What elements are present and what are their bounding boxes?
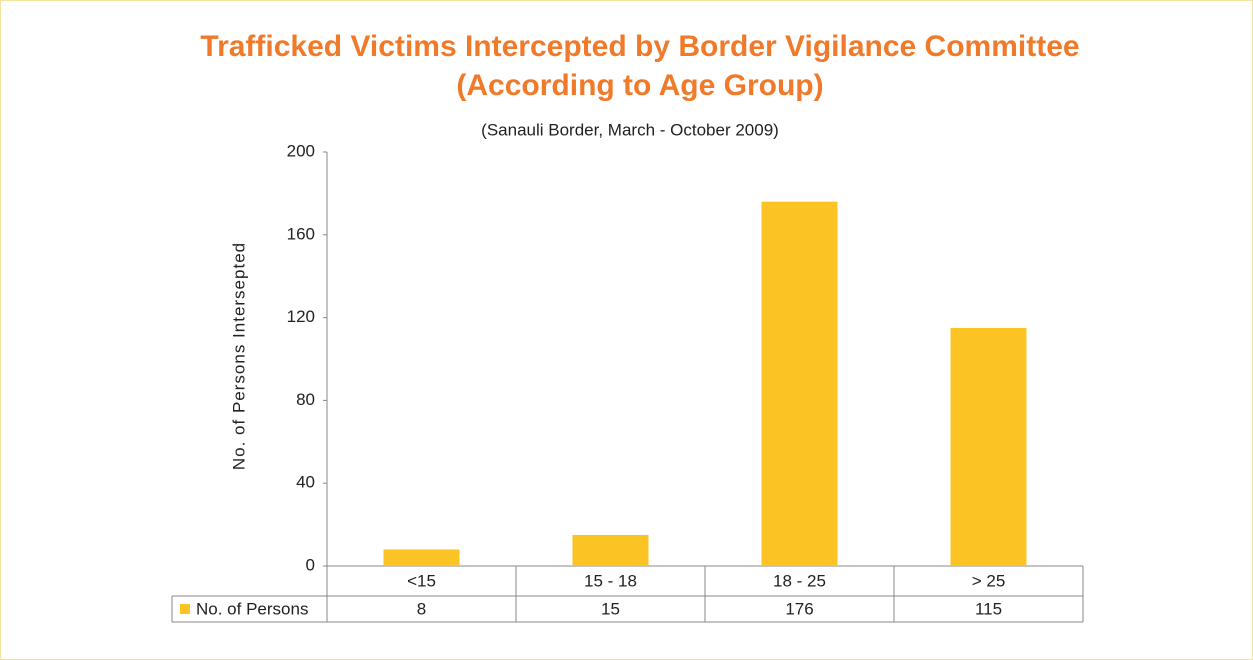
y-tick-label: 200 <box>287 141 315 160</box>
y-axis-label: No. of Persons Intersepted <box>229 242 248 470</box>
bar <box>572 534 649 566</box>
bar <box>383 549 460 566</box>
bar <box>950 327 1027 566</box>
legend-swatch <box>180 604 190 614</box>
chart-title: Trafficked Victims Intercepted by Border… <box>200 30 1079 63</box>
chart-subtitle: (Sanauli Border, March - October 2009) <box>481 120 779 139</box>
y-tick-label: 40 <box>296 473 315 492</box>
y-tick-label: 160 <box>287 224 315 243</box>
x-tick-label: <15 <box>407 571 436 590</box>
x-tick-label: 15 - 18 <box>584 571 637 590</box>
table-value: 115 <box>975 599 1002 618</box>
table-value: 8 <box>417 599 426 618</box>
x-tick-label: 18 - 25 <box>773 571 826 590</box>
y-tick-label: 120 <box>287 307 315 326</box>
y-tick-label: 80 <box>296 390 315 409</box>
bar <box>761 201 838 566</box>
table-value: 176 <box>785 599 813 618</box>
chart-title-line2: (According to Age Group) <box>456 69 823 102</box>
x-tick-label: > 25 <box>972 571 1006 590</box>
y-tick-label: 0 <box>306 555 315 574</box>
table-value: 15 <box>601 599 620 618</box>
legend-label: No. of Persons <box>196 599 308 618</box>
